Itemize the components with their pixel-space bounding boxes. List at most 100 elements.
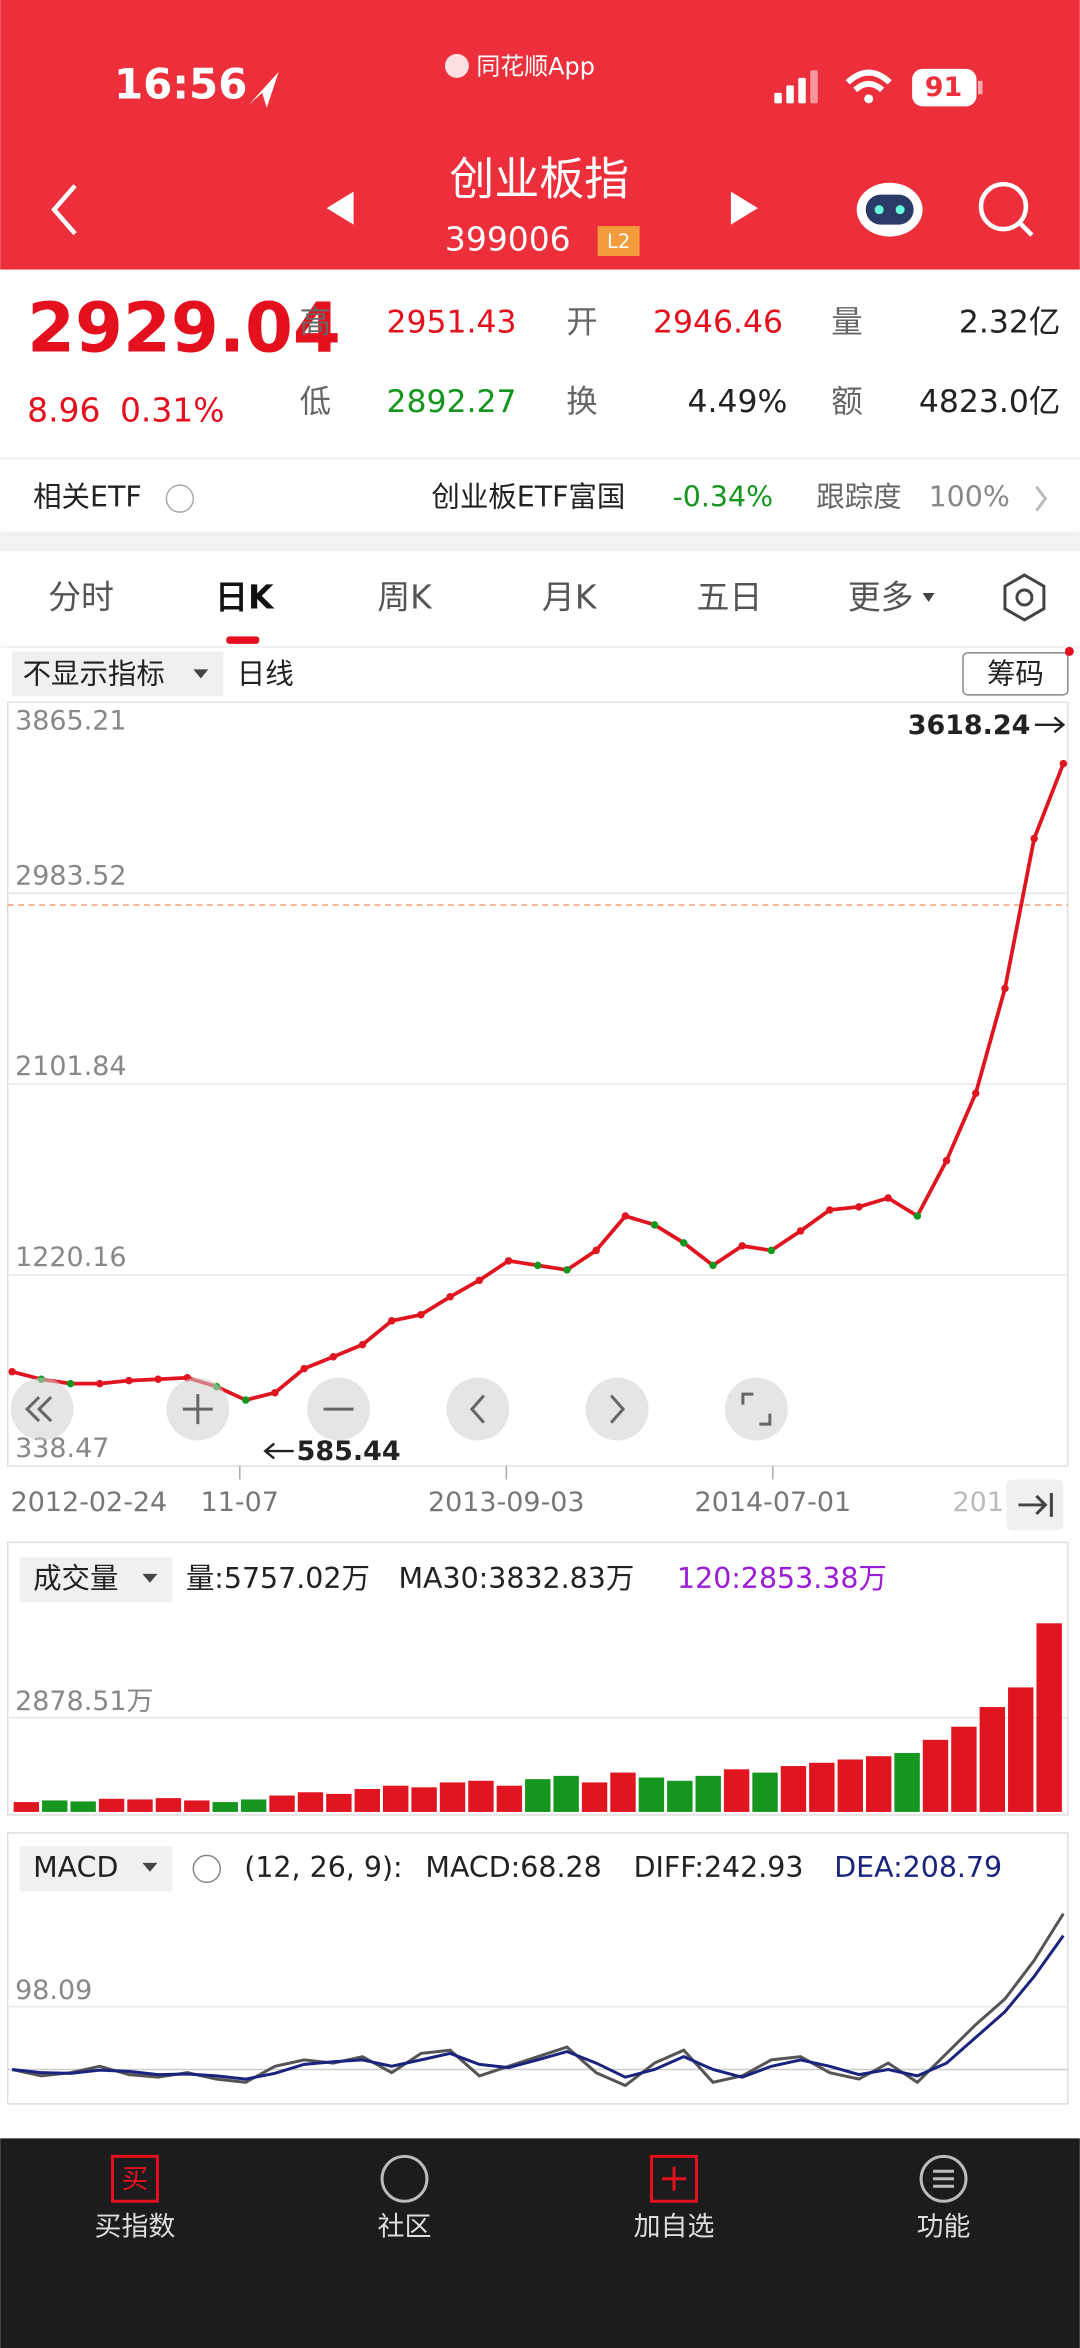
value: 2.32亿 xyxy=(959,304,1060,340)
price-point xyxy=(1001,984,1009,993)
y-tick-label: 1220.16 xyxy=(15,1242,126,1273)
volume-bar xyxy=(581,1782,608,1812)
value: 2892.27 xyxy=(387,384,517,420)
back-button[interactable] xyxy=(51,184,77,236)
dropdown-arrow xyxy=(142,1862,158,1872)
indicator-bg[interactable] xyxy=(12,651,224,697)
volume-select[interactable]: 成交量 xyxy=(33,1562,118,1595)
red-dot xyxy=(1064,646,1074,656)
settings-button[interactable] xyxy=(1003,573,1046,622)
chips-bg[interactable] xyxy=(962,652,1069,696)
nav-label[interactable]: 社区 xyxy=(378,2212,432,2243)
tab[interactable]: 日K xyxy=(215,577,275,616)
price-point xyxy=(855,1203,863,1211)
etf-label: 相关ETF xyxy=(33,481,142,514)
app-logo xyxy=(444,53,469,78)
dropdown-arrow xyxy=(922,592,935,602)
volume-bar xyxy=(411,1787,437,1812)
volume-bar xyxy=(695,1775,721,1812)
price-point xyxy=(884,1194,892,1202)
volume-panel xyxy=(6,1541,1069,1816)
y-tick-label: 2101.84 xyxy=(15,1051,126,1082)
etf-name[interactable]: 创业板ETF富国 xyxy=(431,481,625,514)
nav-label[interactable]: 买指数 xyxy=(95,2212,176,2243)
header-badge: L2 xyxy=(607,230,630,253)
dropdown-arrow xyxy=(193,669,209,679)
price-point xyxy=(475,1276,484,1285)
macd-select-bg[interactable] xyxy=(19,1846,173,1892)
wifi-dot xyxy=(864,94,874,104)
indicator-select[interactable]: 不显示指标 xyxy=(23,657,165,690)
diff-value: DIFF:242.93 xyxy=(634,1851,804,1884)
tab[interactable]: 五日 xyxy=(696,577,762,616)
volume-bar xyxy=(354,1788,380,1812)
nav-icon: 买 xyxy=(121,2164,148,2195)
price-point xyxy=(913,1212,922,1220)
volume-bar xyxy=(723,1769,750,1812)
price-point xyxy=(271,1388,279,1397)
price-point xyxy=(96,1379,104,1388)
macd-panel xyxy=(6,1832,1069,2105)
volume-bar xyxy=(127,1799,153,1812)
next-button[interactable] xyxy=(730,191,758,225)
nav-icon xyxy=(919,2154,968,2203)
volume-select-bg[interactable] xyxy=(19,1557,173,1603)
robot-button[interactable] xyxy=(856,182,923,237)
nav-icon-lines xyxy=(933,2169,955,2188)
high-annotation: 3618.24 xyxy=(908,710,1031,741)
chips-button[interactable]: 筹码 xyxy=(987,657,1044,690)
volume-bar xyxy=(1008,1687,1034,1812)
x-tick-label: 11-07 xyxy=(201,1487,279,1518)
help-icon[interactable] xyxy=(165,484,195,513)
price-point xyxy=(826,1206,834,1214)
volume-bar xyxy=(979,1707,1006,1812)
rewind-button[interactable] xyxy=(10,1377,74,1441)
volume-bar xyxy=(610,1772,636,1812)
price-point xyxy=(767,1246,776,1255)
macd-line xyxy=(11,1934,1065,2081)
price-point xyxy=(972,1089,980,1097)
y-tick-label: 2878.51万 xyxy=(15,1686,153,1717)
price-point xyxy=(154,1375,162,1384)
price-line xyxy=(11,762,1066,1403)
y-tick-label: 2983.52 xyxy=(15,860,126,891)
price-point xyxy=(680,1239,688,1247)
volume-bar xyxy=(155,1798,182,1812)
settings-dot xyxy=(1015,588,1034,607)
quote-price: 2929.04 xyxy=(27,288,341,368)
macd-select[interactable]: MACD xyxy=(33,1851,118,1884)
value: 2951.43 xyxy=(387,304,517,340)
prev-button[interactable] xyxy=(326,191,354,225)
fullscreen-button[interactable] xyxy=(724,1377,788,1441)
macd-value: MACD:68.28 xyxy=(425,1851,601,1884)
battery-tip xyxy=(978,80,983,95)
volume-bar xyxy=(809,1762,835,1812)
nav-icon-plus xyxy=(662,2166,687,2191)
nav-label[interactable]: 加自选 xyxy=(634,2212,715,2243)
dea-value: DEA:208.79 xyxy=(834,1851,1002,1884)
volume-bar xyxy=(184,1800,210,1812)
volume-bar xyxy=(269,1795,295,1812)
help-icon[interactable] xyxy=(192,1854,222,1884)
volume-bar xyxy=(780,1766,807,1812)
price-point xyxy=(358,1340,367,1349)
price-point xyxy=(709,1261,717,1270)
header-title: 创业板指 xyxy=(449,153,629,206)
chevron xyxy=(1035,485,1048,512)
volume-bar xyxy=(1036,1623,1062,1812)
value: 4.49% xyxy=(687,384,787,420)
left-button[interactable] xyxy=(446,1377,510,1441)
volume-bar xyxy=(468,1780,494,1812)
x-tick-label: 201 xyxy=(953,1487,1004,1518)
search-button[interactable] xyxy=(978,181,1029,232)
right-button[interactable] xyxy=(585,1377,649,1441)
end-icon xyxy=(1018,1492,1053,1517)
tab[interactable]: 周K xyxy=(377,577,433,616)
tab[interactable]: 分时 xyxy=(48,577,114,616)
tab[interactable]: 更多 xyxy=(848,577,914,616)
volume-bar xyxy=(297,1792,324,1812)
nav-label[interactable]: 功能 xyxy=(917,2212,971,2243)
tab[interactable]: 月K xyxy=(542,577,598,616)
nav-icon xyxy=(380,2154,429,2203)
